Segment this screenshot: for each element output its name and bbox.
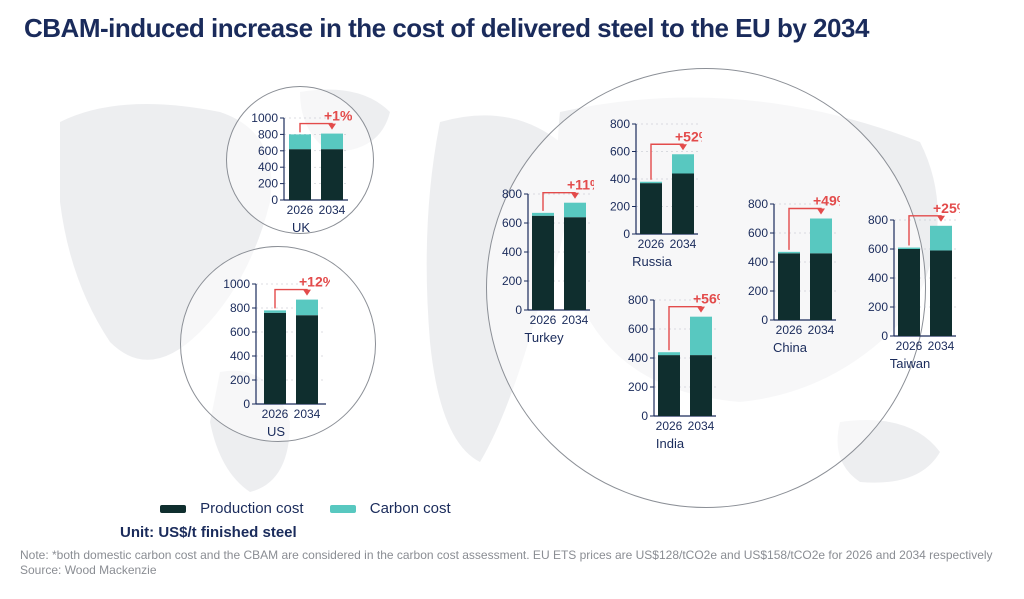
svg-text:2026: 2026 — [530, 313, 557, 327]
svg-text:2026: 2026 — [656, 419, 683, 433]
svg-text:0: 0 — [881, 329, 888, 343]
footnote-line1: Note: *both domestic carbon cost and the… — [20, 548, 993, 562]
svg-text:600: 600 — [868, 242, 888, 256]
svg-text:2034: 2034 — [294, 407, 321, 421]
svg-text:+56%: +56% — [693, 291, 720, 307]
svg-text:+25%: +25% — [933, 200, 960, 216]
chart-title: CBAM-induced increase in the cost of del… — [24, 14, 869, 43]
svg-text:2026: 2026 — [262, 407, 289, 421]
svg-text:1000: 1000 — [251, 111, 278, 125]
chart-label-russia: Russia — [602, 254, 702, 269]
svg-text:2026: 2026 — [896, 339, 923, 353]
svg-text:600: 600 — [258, 144, 278, 158]
svg-text:400: 400 — [748, 255, 768, 269]
chart-china: 0 200 400 600 800 2026 2034 +49% China — [740, 184, 840, 355]
svg-text:600: 600 — [748, 226, 768, 240]
chart-label-taiwan: Taiwan — [860, 356, 960, 371]
chart-turkey: 0 200 400 600 800 2026 2034 +11% Turkey — [494, 174, 594, 345]
chart-india: 0 200 400 600 800 2026 2034 +56% India — [620, 280, 720, 451]
svg-text:200: 200 — [230, 373, 250, 387]
svg-text:0: 0 — [271, 193, 278, 207]
legend-item-carbon: Carbon cost — [330, 500, 451, 517]
chart-label-india: India — [620, 436, 720, 451]
svg-text:800: 800 — [230, 301, 250, 315]
footnote-source: Source: Wood Mackenzie — [20, 563, 157, 577]
chart-label-china: China — [740, 340, 840, 355]
svg-text:400: 400 — [610, 172, 630, 186]
svg-text:0: 0 — [641, 409, 648, 423]
svg-text:600: 600 — [628, 322, 648, 336]
svg-text:200: 200 — [610, 200, 630, 214]
legend-swatch-carbon — [330, 505, 356, 513]
svg-text:2026: 2026 — [638, 237, 665, 251]
svg-text:+52%: +52% — [675, 128, 702, 144]
svg-text:200: 200 — [868, 300, 888, 314]
svg-text:400: 400 — [230, 349, 250, 363]
svg-text:2026: 2026 — [287, 203, 314, 217]
svg-text:200: 200 — [258, 177, 278, 191]
chart-label-turkey: Turkey — [494, 330, 594, 345]
legend-swatch-production — [160, 505, 186, 513]
svg-text:2034: 2034 — [319, 203, 346, 217]
footnote: Note: *both domestic carbon cost and the… — [20, 548, 1004, 578]
svg-text:600: 600 — [230, 325, 250, 339]
svg-text:800: 800 — [868, 213, 888, 227]
svg-text:600: 600 — [502, 216, 522, 230]
svg-text:0: 0 — [623, 227, 630, 241]
svg-text:+1%: +1% — [324, 108, 352, 124]
chart-us: 0 200 400 600 800 1000 2026 2034 +12% US — [222, 264, 330, 439]
svg-text:400: 400 — [258, 160, 278, 174]
svg-text:1000: 1000 — [223, 277, 250, 291]
legend: Production cost Carbon cost — [160, 500, 451, 517]
svg-text:400: 400 — [502, 245, 522, 259]
svg-text:2026: 2026 — [776, 323, 803, 337]
svg-text:200: 200 — [502, 274, 522, 288]
svg-text:+11%: +11% — [567, 177, 594, 193]
svg-text:+12%: +12% — [299, 274, 330, 290]
svg-text:800: 800 — [502, 187, 522, 201]
chart-taiwan: 0 200 400 600 800 2026 2034 +25% Taiwan — [860, 200, 960, 371]
svg-text:400: 400 — [868, 271, 888, 285]
svg-text:800: 800 — [628, 293, 648, 307]
chart-uk: 0 200 400 600 800 1000 2026 2034 +1% UK — [250, 98, 352, 235]
svg-text:2034: 2034 — [562, 313, 589, 327]
svg-text:600: 600 — [610, 145, 630, 159]
svg-text:2034: 2034 — [808, 323, 835, 337]
svg-text:+49%: +49% — [813, 193, 840, 209]
svg-text:2034: 2034 — [928, 339, 955, 353]
unit-label: Unit: US$/t finished steel — [120, 524, 297, 541]
svg-text:2034: 2034 — [670, 237, 697, 251]
legend-label-carbon: Carbon cost — [370, 500, 451, 517]
svg-text:200: 200 — [628, 380, 648, 394]
map-area: 0 200 400 600 800 1000 2026 2034 +1% UK 0 200 400 600… — [40, 82, 1000, 502]
legend-item-production: Production cost — [160, 500, 304, 517]
chart-label-uk: UK — [250, 220, 352, 235]
svg-text:2034: 2034 — [688, 419, 715, 433]
svg-text:0: 0 — [243, 397, 250, 411]
legend-label-production: Production cost — [200, 500, 303, 517]
svg-text:800: 800 — [748, 197, 768, 211]
chart-label-us: US — [222, 424, 330, 439]
svg-text:0: 0 — [515, 303, 522, 317]
svg-text:200: 200 — [748, 284, 768, 298]
chart-russia: 0 200 400 600 800 2026 2034 +52% Russia — [602, 104, 702, 269]
svg-text:800: 800 — [258, 127, 278, 141]
svg-text:800: 800 — [610, 117, 630, 131]
svg-text:0: 0 — [761, 313, 768, 327]
svg-text:400: 400 — [628, 351, 648, 365]
